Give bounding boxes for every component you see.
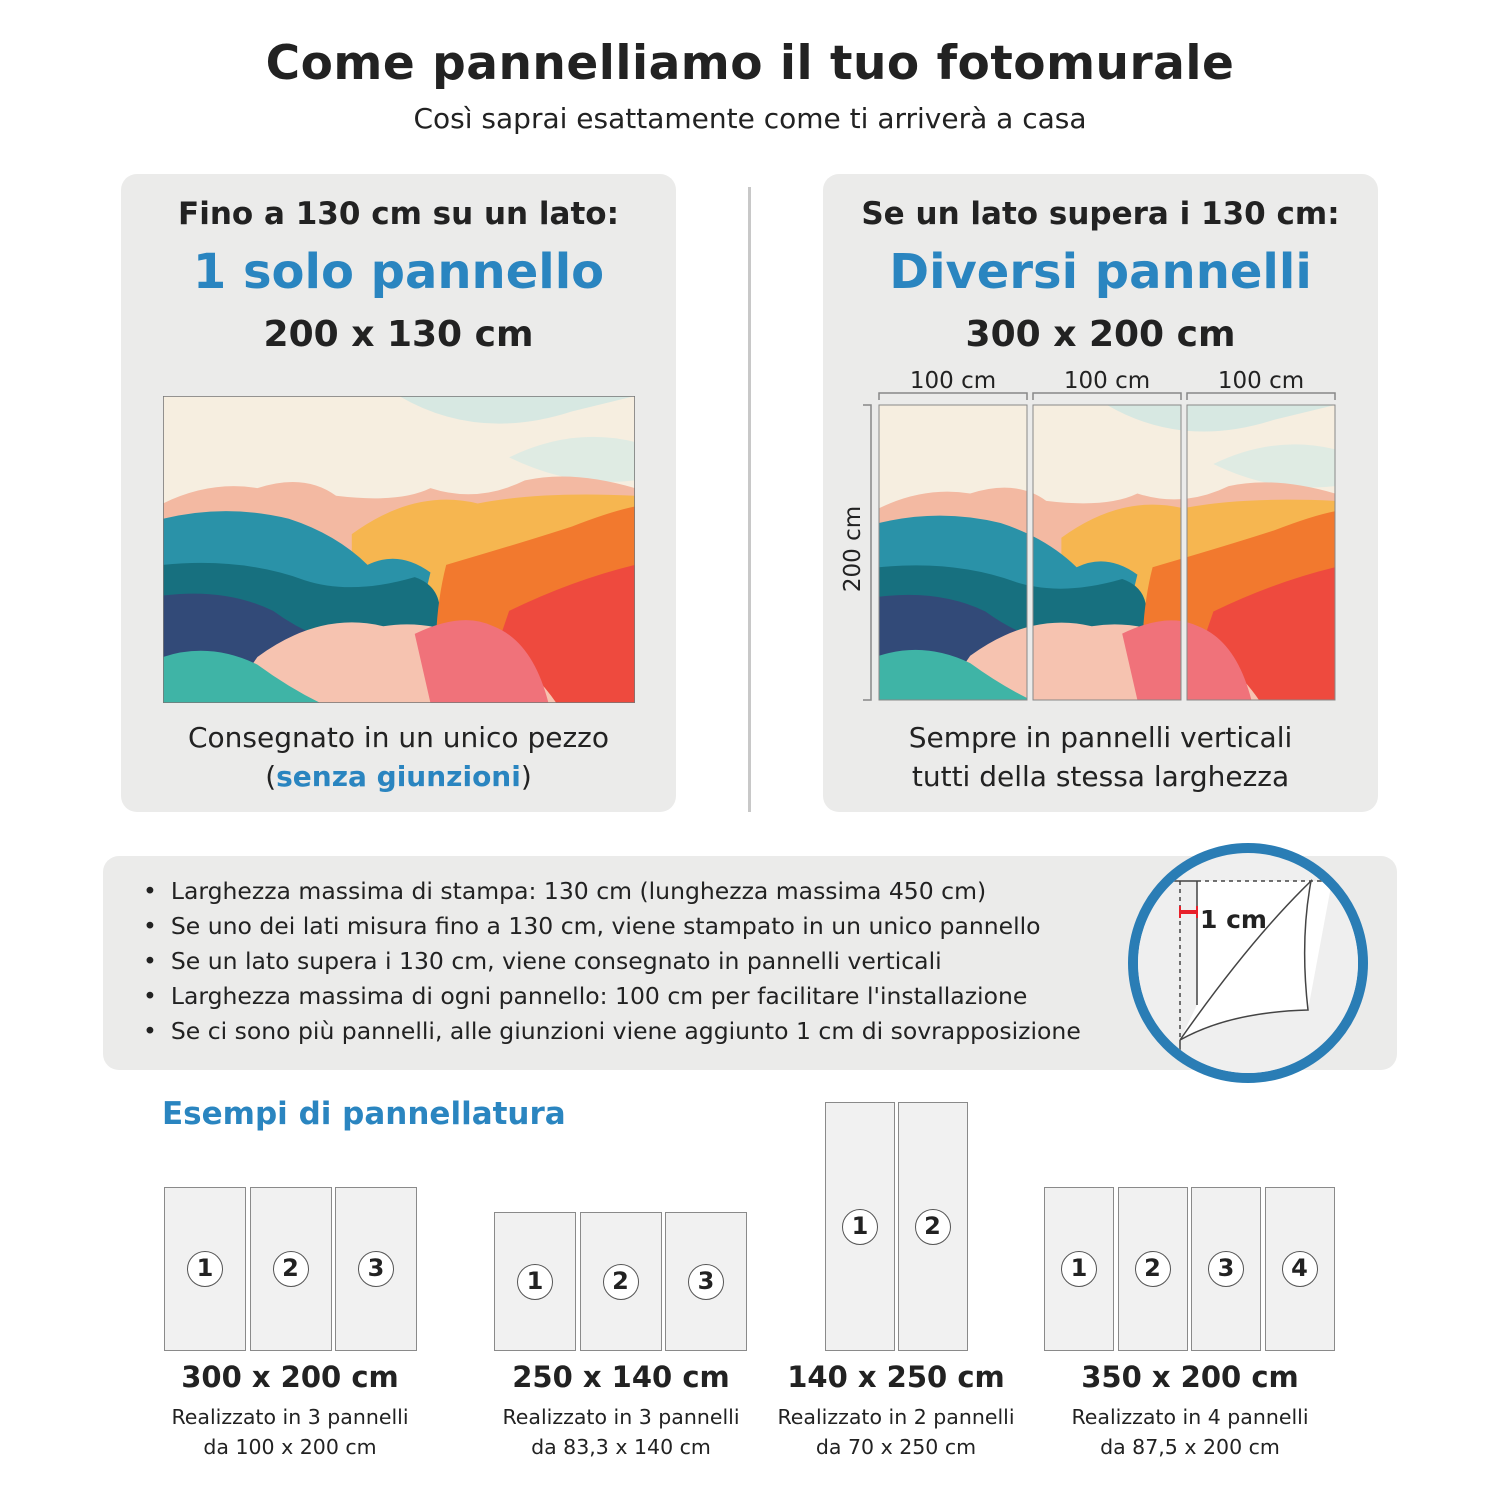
page-title: Come pannelliamo il tuo fotomurale	[265, 36, 1235, 91]
panel-number: 4	[1281, 1251, 1318, 1287]
example-line1: Realizzato in 3 pannelli	[171, 1405, 409, 1429]
overlap-illustration	[1138, 878, 1358, 1073]
wallpaper-image	[163, 396, 635, 703]
examples-title: Esempi di pannellatura	[162, 1096, 566, 1132]
divider	[748, 187, 751, 812]
footer-highlight: senza giunzioni	[276, 760, 521, 793]
example-size: 350 x 200 cm	[1081, 1360, 1299, 1394]
panel-number: 1	[1061, 1251, 1097, 1287]
example-line1: Realizzato in 3 pannelli	[502, 1405, 740, 1429]
card-heading: Se un lato supera i 130 cm:	[861, 196, 1340, 232]
card-footer: Consegnato in un unico pezzo (senza giun…	[121, 718, 676, 796]
paren: )	[520, 760, 532, 793]
panel-number: 2	[272, 1251, 309, 1287]
footer-line: (senza giunzioni)	[121, 757, 676, 796]
example-panel: 1	[1044, 1187, 1114, 1351]
panel-number: 2	[1134, 1251, 1171, 1287]
example-line1: Realizzato in 4 pannelli	[1071, 1405, 1309, 1429]
panel-number: 1	[187, 1251, 223, 1287]
info-bullet: Larghezza massima di stampa: 130 cm (lun…	[143, 874, 1081, 909]
footer-line: tutti della stessa larghezza	[911, 760, 1290, 793]
example-size: 250 x 140 cm	[512, 1360, 730, 1394]
card-size: 200 x 130 cm	[263, 314, 534, 355]
card-highlight: 1 solo pannello	[192, 244, 605, 300]
example-panel: 3	[1191, 1187, 1261, 1351]
overlap-label: 1 cm	[1200, 905, 1267, 934]
example-panel: 2	[249, 1187, 332, 1351]
panel-number: 3	[1208, 1251, 1244, 1287]
info-bullet: Se uno dei lati misura fino a 130 cm, vi…	[143, 909, 1081, 944]
card-size: 300 x 200 cm	[965, 314, 1236, 355]
page-subtitle: Così saprai esattamente come ti arriverà…	[413, 102, 1087, 135]
footer-line: Consegnato in un unico pezzo	[188, 721, 609, 754]
card-footer: Sempre in pannelli verticali tutti della…	[823, 718, 1378, 796]
info-bullet: Se un lato supera i 130 cm, viene conseg…	[143, 944, 1081, 979]
example-panel: 2	[1117, 1187, 1188, 1351]
panel-number: 1	[517, 1263, 553, 1300]
card-highlight: Diversi pannelli	[889, 244, 1312, 300]
panel-number: 2	[602, 1263, 639, 1300]
example-line2: da 70 x 250 cm	[815, 1435, 977, 1459]
example-panel: 3	[665, 1212, 747, 1351]
example-line2: da 83,3 x 140 cm	[531, 1435, 711, 1459]
example-panel: 1	[164, 1187, 246, 1351]
example-size: 140 x 250 cm	[787, 1360, 1005, 1394]
info-list: Larghezza massima di stampa: 130 cm (lun…	[143, 874, 1081, 1049]
example-line2: da 87,5 x 200 cm	[1100, 1435, 1280, 1459]
single-panel-card: Fino a 130 cm su un lato: 1 solo pannell…	[121, 174, 676, 812]
panel-number: 1	[842, 1208, 878, 1245]
panel-width-label: 100 cm	[909, 368, 997, 394]
panel-number: 2	[914, 1208, 951, 1245]
example-panel: 2	[579, 1212, 662, 1351]
example-panel: 3	[335, 1187, 417, 1351]
overlap-detail: 1 cm	[1128, 843, 1368, 1083]
multi-panel-card: Se un lato supera i 130 cm: Diversi pann…	[823, 174, 1378, 812]
panel-split-image	[863, 392, 1336, 701]
example-panel: 2	[897, 1102, 968, 1351]
card-heading: Fino a 130 cm su un lato:	[178, 196, 619, 232]
panel-width-label: 100 cm	[1217, 368, 1305, 394]
panel-number: 3	[688, 1263, 724, 1300]
example-line2: da 100 x 200 cm	[203, 1435, 377, 1459]
example-line1: Realizzato in 2 pannelli	[777, 1405, 1015, 1429]
info-bullet: Larghezza massima di ogni pannello: 100 …	[143, 979, 1081, 1014]
example-panel: 1	[494, 1212, 576, 1351]
footer-line: Sempre in pannelli verticali	[908, 721, 1293, 754]
panel-number: 3	[358, 1251, 394, 1287]
paren: (	[265, 760, 277, 793]
example-panel: 1	[825, 1102, 895, 1351]
info-box: Larghezza massima di stampa: 130 cm (lun…	[103, 856, 1397, 1070]
panel-width-label: 100 cm	[1063, 368, 1151, 394]
info-bullet: Se ci sono più pannelli, alle giunzioni …	[143, 1014, 1081, 1049]
example-panel: 4	[1264, 1187, 1335, 1351]
example-size: 300 x 200 cm	[181, 1360, 399, 1394]
